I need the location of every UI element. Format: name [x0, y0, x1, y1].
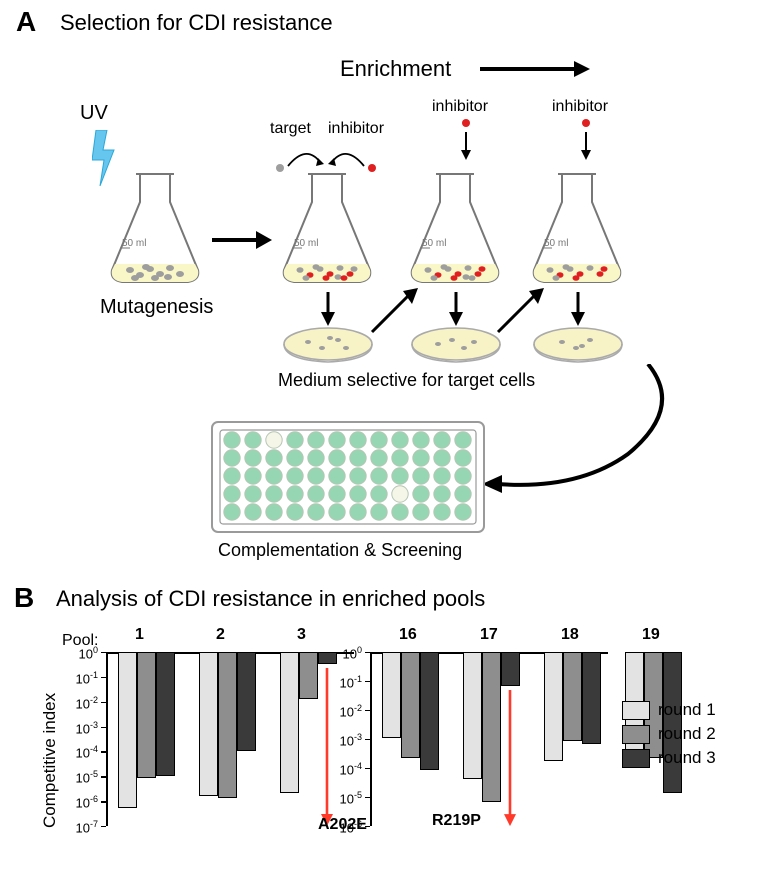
target-label: target: [270, 120, 311, 138]
ytick-label: 10-5: [64, 769, 98, 785]
legend-swatch-2: [622, 725, 650, 744]
legend-round-1: round 1: [622, 700, 716, 720]
bar-round-3: [501, 652, 520, 686]
mutation-a202e: A202E: [318, 816, 367, 834]
flask-mutagenesis: 50 ml: [100, 168, 210, 288]
panel-a-letter: A: [16, 6, 36, 38]
ytick-label: 10-4: [64, 744, 98, 760]
resistance-arrow-icon: [502, 690, 518, 828]
pool-number: 2: [216, 626, 225, 644]
bar-round-1: [280, 652, 299, 793]
legend-text-2: round 2: [658, 724, 716, 744]
ytick-label: 10-6: [64, 794, 98, 810]
legend-text-3: round 3: [658, 748, 716, 768]
bar-round-1: [118, 652, 137, 808]
arrow-plate-to-flask-1: [368, 284, 420, 336]
ytick-label: 10-1: [64, 670, 98, 686]
bar-round-1: [382, 652, 401, 738]
legend-round-2: round 2: [622, 724, 716, 744]
arrow-plate-to-flask-2: [494, 284, 546, 336]
bar-round-2: [563, 652, 582, 741]
inhibitor-drop-3: [576, 118, 596, 162]
pool-number: 1: [135, 626, 144, 644]
inhibitor-label-2: inhibitor: [432, 98, 488, 116]
mutagenesis-label: Mutagenesis: [100, 296, 213, 319]
legend-round-3: round 3: [622, 748, 716, 768]
flask-enrich-3: 50 ml: [522, 168, 632, 288]
bar-round-3: [237, 652, 256, 751]
svg-text:50 ml: 50 ml: [294, 238, 318, 249]
bar-round-1: [463, 652, 482, 779]
legend-text-1: round 1: [658, 700, 716, 720]
pool-number: 17: [480, 626, 498, 644]
bar-round-3: [663, 652, 682, 793]
ytick-label: 10-1: [328, 674, 362, 690]
arrow-flask-to-plate-1: [318, 292, 338, 326]
ytick-label: 10-7: [64, 819, 98, 835]
ytick-label: 100: [64, 645, 98, 661]
ytick-label: 10-3: [328, 732, 362, 748]
enrichment-label: Enrichment: [340, 56, 451, 82]
ytick-label: 100: [328, 645, 362, 661]
flask-enrich-1: 50 ml: [272, 168, 382, 288]
bar-round-2: [401, 652, 420, 758]
panel-b-letter: B: [14, 582, 34, 614]
arrow-mut-to-enrich: [212, 225, 272, 255]
chart-pools-1-3: 10010-110-210-310-410-510-610-7123: [106, 648, 354, 826]
svg-text:50 ml: 50 ml: [544, 238, 568, 249]
svg-text:50 ml: 50 ml: [422, 238, 446, 249]
panel-b-title: Analysis of CDI resistance in enriched p…: [56, 586, 485, 612]
arrow-flask-to-plate-3: [568, 292, 588, 326]
mutation-r219p: R219P: [432, 812, 481, 830]
arrow-to-microplate: [478, 364, 688, 494]
inhibitor-drop-2: [456, 118, 476, 162]
flask-enrich-2: 50 ml: [400, 168, 510, 288]
inhibitor-label-1: inhibitor: [328, 120, 384, 138]
ytick-label: 10-4: [328, 761, 362, 777]
pool-number: 16: [399, 626, 417, 644]
ytick-label: 10-2: [64, 695, 98, 711]
bar-round-1: [199, 652, 218, 796]
y-axis-title: Competitive index: [40, 693, 60, 828]
chart-pools-16-19: 10010-110-210-310-410-510-616171819: [370, 648, 608, 826]
bar-round-2: [299, 652, 318, 699]
panel-a-title: Selection for CDI resistance: [60, 10, 333, 36]
bar-round-3: [420, 652, 439, 770]
bar-round-3: [582, 652, 601, 744]
bar-round-2: [218, 652, 237, 798]
svg-text:50 ml: 50 ml: [122, 238, 146, 249]
enrichment-arrow-icon: [480, 58, 590, 80]
microplate: [208, 418, 488, 536]
ytick-label: 10-5: [328, 790, 362, 806]
plate-1: [280, 324, 376, 366]
pool-number: 18: [561, 626, 579, 644]
complementation-label: Complementation & Screening: [218, 540, 462, 561]
ytick-label: 10-2: [328, 703, 362, 719]
bar-round-2: [137, 652, 156, 778]
plate-2: [408, 324, 504, 366]
uv-label: UV: [80, 102, 108, 125]
bar-round-1: [544, 652, 563, 761]
pool-number: 19: [642, 626, 660, 644]
legend-swatch-3: [622, 749, 650, 768]
pool-number: 3: [297, 626, 306, 644]
ytick-label: 10-3: [64, 720, 98, 736]
bar-round-2: [482, 652, 501, 802]
inhibitor-label-3: inhibitor: [552, 98, 608, 116]
bar-round-3: [156, 652, 175, 776]
arrow-flask-to-plate-2: [446, 292, 466, 326]
legend-swatch-1: [622, 701, 650, 720]
